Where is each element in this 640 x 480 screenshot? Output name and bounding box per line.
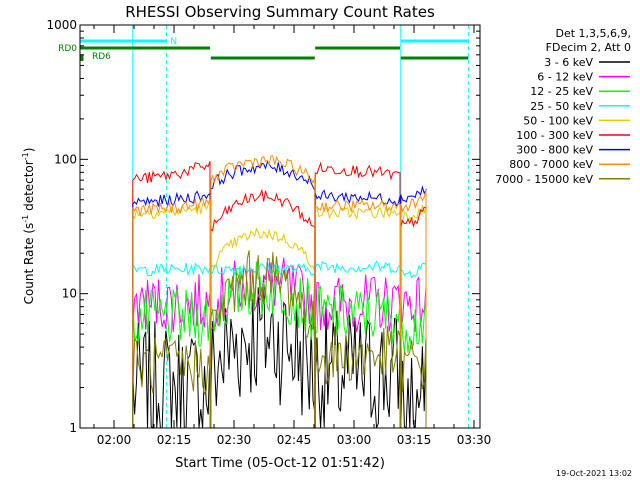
series-s800 bbox=[132, 155, 427, 428]
x-tick-label-2: 02:30 bbox=[217, 433, 252, 447]
series-s100-segment-3 bbox=[400, 206, 427, 428]
axis-layer: 02:00 02:15 02:30 02:45 03:00 03:15 03:30 1 10 10… bbox=[46, 18, 491, 447]
flag-rd0-label: RD0 bbox=[58, 44, 77, 54]
flag-rd6-label: RD6 bbox=[92, 52, 111, 62]
series-s7000-segment-3 bbox=[400, 338, 427, 428]
series-s300 bbox=[132, 160, 427, 428]
legend-label-s3: 3 - 6 keV bbox=[544, 56, 593, 69]
series-s7000-segment-1 bbox=[210, 250, 316, 428]
legend-label-s12: 12 - 25 keV bbox=[530, 85, 593, 98]
y-axis-label-sup1: -1 bbox=[21, 215, 30, 223]
series-s25-segment-1 bbox=[210, 262, 316, 428]
legend-label-s100: 100 - 300 keV bbox=[516, 129, 593, 142]
series-s12-segment-0 bbox=[132, 289, 211, 428]
series-s50-segment-3 bbox=[400, 204, 427, 428]
series-s100-segment-1 bbox=[210, 188, 316, 428]
x-tick-label-5: 03:15 bbox=[397, 433, 432, 447]
series-s100-segment-2 bbox=[314, 161, 401, 428]
legend-header-line-2: FDecim 2, Att 0 bbox=[546, 41, 631, 54]
series-s800-segment-0 bbox=[132, 196, 211, 428]
plot-frame bbox=[79, 24, 481, 429]
series-s25-segment-0 bbox=[132, 262, 211, 428]
footer-date: 19-Oct-2021 13:02 bbox=[556, 469, 632, 478]
series-s50-segment-2 bbox=[314, 206, 401, 428]
x-axis-label: Start Time (05-Oct-12 01:51:42) bbox=[175, 456, 385, 471]
series-s300-segment-3 bbox=[400, 185, 427, 428]
y-axis-label-mid: detector bbox=[22, 160, 36, 215]
legend-label-s25: 25 - 50 keV bbox=[530, 100, 593, 113]
series-s300-segment-1 bbox=[210, 160, 316, 428]
legend-label-s7000: 7000 - 15000 keV bbox=[495, 173, 593, 186]
series-s300-segment-2 bbox=[314, 189, 401, 428]
x-tick-label-0: 02:00 bbox=[97, 433, 132, 447]
series-s25 bbox=[132, 260, 427, 428]
x-tick-label-1: 02:15 bbox=[157, 433, 192, 447]
y-axis-label-sup2: -1 bbox=[21, 152, 30, 160]
y-axis-label-end: ) bbox=[22, 148, 36, 153]
series-s100-segment-0 bbox=[132, 161, 211, 428]
series-s7000 bbox=[132, 250, 427, 428]
series-s800-segment-2 bbox=[314, 199, 401, 428]
series-s7000-segment-2 bbox=[314, 325, 401, 428]
series-s800-segment-3 bbox=[400, 189, 427, 428]
series-s12-segment-3 bbox=[400, 294, 427, 428]
plot-layer: N RD0 RD6 bbox=[58, 25, 469, 430]
series-s300-segment-0 bbox=[132, 190, 211, 428]
legend-label-s6: 6 - 12 keV bbox=[537, 71, 593, 84]
series-s6-segment-3 bbox=[400, 276, 427, 428]
y-tick-label-0: 1 bbox=[69, 421, 77, 435]
x-tick-label-4: 03:00 bbox=[337, 433, 372, 447]
flag-n-label: N bbox=[170, 37, 177, 47]
series-s6-segment-2 bbox=[314, 274, 401, 428]
y-tick-label-3: 1000 bbox=[46, 18, 77, 32]
legend-label-s50: 50 - 100 keV bbox=[523, 114, 593, 127]
series-s12-segment-2 bbox=[314, 284, 401, 428]
series-s6-segment-1 bbox=[210, 257, 316, 428]
series-s25-segment-2 bbox=[314, 260, 401, 428]
series-s50-segment-1 bbox=[210, 227, 316, 428]
y-tick-label-1: 10 bbox=[62, 287, 77, 301]
legend-label-s300: 300 - 800 keV bbox=[516, 144, 593, 157]
series-s800-segment-1 bbox=[210, 155, 316, 428]
x-tick-label-6: 03:30 bbox=[457, 433, 492, 447]
legend-label-s800: 800 - 7000 keV bbox=[509, 158, 593, 171]
y-axis-label: Count Rate (s-1 detector-1) bbox=[21, 148, 36, 305]
chart-title: RHESSI Observing Summary Count Rates bbox=[125, 3, 435, 21]
series-s7000-segment-0 bbox=[132, 337, 211, 428]
x-tick-label-3: 02:45 bbox=[277, 433, 312, 447]
y-tick-label-2: 100 bbox=[54, 152, 77, 166]
series-s25-segment-3 bbox=[400, 262, 427, 428]
legend-header-line-1: Det 1,3,5,6,9, bbox=[555, 27, 631, 40]
series-s3-segment-2 bbox=[314, 308, 401, 429]
series-s100 bbox=[132, 161, 427, 428]
